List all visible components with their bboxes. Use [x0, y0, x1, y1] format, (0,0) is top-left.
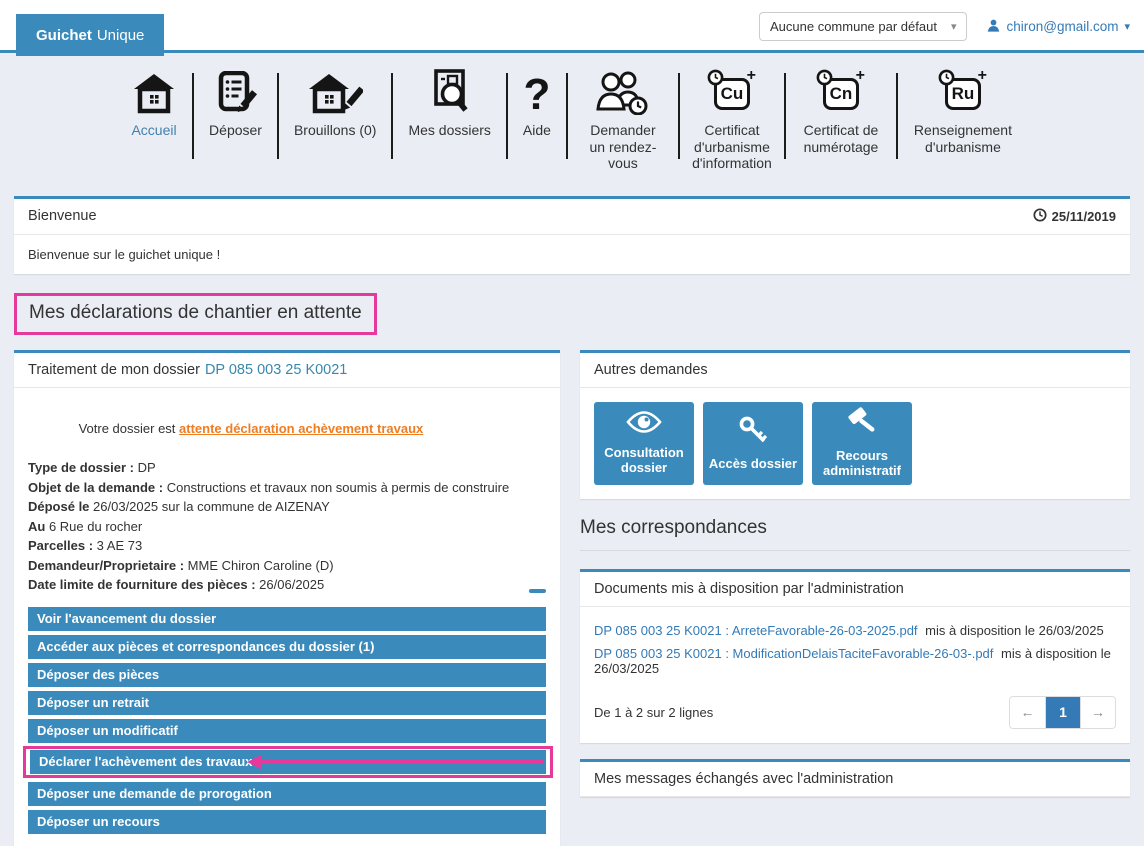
gavel-icon [846, 407, 878, 441]
document-row: DP 085 003 25 K0021 : ArreteFavorable-26… [594, 619, 1116, 642]
cu-badge-icon: Cu + [707, 67, 757, 115]
nav-label: Accueil [131, 122, 177, 138]
welcome-panel: Bienvenue 25/11/2019 Bienvenue sur le gu… [14, 195, 1130, 274]
action-deposer-pieces[interactable]: Déposer des pièces [28, 662, 546, 687]
document-link[interactable]: DP 085 003 25 K0021 : ModificationDelais… [594, 645, 994, 661]
annotation-highlight-box: Déclarer l'achèvement des travaux [23, 745, 553, 778]
user-email: chiron@gmail.com [1006, 19, 1119, 34]
dossier-header-prefix: Traitement de mon dossier [28, 361, 200, 378]
nav-divider [192, 73, 195, 159]
nav-divider [565, 73, 568, 159]
help-question-icon: ? [523, 70, 551, 120]
dossier-panel: Traitement de mon dossier DP 085 003 25 … [14, 349, 560, 846]
brand-bold: Guichet [36, 26, 92, 44]
pagination-next-button[interactable]: → [1080, 696, 1115, 728]
autres-demandes-title: Autres demandes [594, 361, 708, 378]
main-nav: Accueil Déposer Brouillons (0) [0, 53, 1144, 178]
nav-divider [391, 73, 394, 159]
dossier-actions: Voir l'avancement du dossier Accéder aux… [23, 606, 553, 834]
user-icon [987, 19, 1000, 35]
cn-badge-icon: Cn + [816, 67, 866, 115]
tile-acces-dossier[interactable]: Accès dossier [703, 401, 803, 485]
nav-label: Aide [522, 122, 551, 138]
nav-label: Mes dossiers [408, 122, 491, 138]
document-availability: mis à disposition le 26/03/2025 [594, 645, 1111, 676]
autres-demandes-panel: Autres demandes Consultation dossier Acc… [580, 349, 1130, 499]
tile-consultation-dossier[interactable]: Consultation dossier [594, 401, 694, 485]
nav-label: Renseignement d'urbanisme [913, 122, 1012, 155]
welcome-date: 25/11/2019 [1051, 208, 1116, 224]
nav-item-accueil[interactable]: Accueil [116, 67, 192, 139]
commune-select-value: Aucune commune par défaut [770, 19, 937, 34]
section-title-declarations-chantier: Mes déclarations de chantier en attente [14, 292, 377, 335]
correspondances-title: Mes correspondances [580, 517, 1130, 551]
annotation-arrow [260, 760, 543, 764]
action-demande-prorogation[interactable]: Déposer une demande de prorogation [28, 781, 546, 806]
nav-item-certificat-numerotage[interactable]: Cn + Certificat de numérotage [786, 67, 896, 155]
action-deposer-recours[interactable]: Déposer un recours [28, 809, 546, 834]
nav-label: Demander un rendez-vous [589, 122, 657, 172]
nav-label: Certificat de numérotage [803, 122, 879, 155]
document-availability: mis à disposition le 26/03/2025 [925, 622, 1104, 638]
clock-icon [1033, 207, 1047, 225]
pagination-page-1[interactable]: 1 [1045, 696, 1080, 728]
action-deposer-retrait[interactable]: Déposer un retrait [28, 690, 546, 715]
welcome-title: Bienvenue [28, 208, 97, 225]
documents-panel: Documents mis à disposition par l'admini… [580, 568, 1130, 743]
nav-item-renseignement-urbanisme[interactable]: Ru + Renseignement d'urbanisme [898, 67, 1028, 155]
deposit-form-icon [213, 67, 259, 115]
my-files-search-icon [427, 67, 473, 115]
ru-badge-icon: Ru + [938, 67, 988, 115]
nav-label: Déposer [209, 122, 262, 138]
nav-divider [895, 73, 898, 159]
dossier-status-link[interactable]: attente déclaration achèvement travaux [179, 421, 424, 437]
action-voir-avancement[interactable]: Voir l'avancement du dossier [28, 606, 546, 631]
dossier-number-link[interactable]: DP 085 003 25 K0021 [204, 361, 348, 378]
nav-item-aide[interactable]: ? Aide [508, 67, 566, 139]
caret-down-icon: ▾ [1124, 21, 1130, 33]
user-menu[interactable]: chiron@gmail.com ▾ [987, 19, 1130, 35]
appointment-people-clock-icon [595, 67, 651, 115]
drafts-house-pencil-icon [307, 67, 364, 115]
top-bar: Guichet Unique Aucune commune par défaut… [0, 0, 1144, 56]
messages-panel-title: Mes messages échangés avec l'administrat… [594, 770, 894, 787]
dossier-details: Votre dossier est attente déclaration ac… [28, 400, 546, 595]
nav-divider [783, 73, 786, 159]
welcome-message: Bienvenue sur le guichet unique ! [28, 246, 221, 262]
pagination-info: De 1 à 2 sur 2 lignes [594, 704, 714, 720]
annotation-arrow-head [247, 754, 261, 769]
dossier-status-prefix: Votre dossier est [78, 421, 180, 437]
nav-item-rendez-vous[interactable]: Demander un rendez-vous [568, 67, 678, 172]
nav-item-brouillons[interactable]: Brouillons (0) [279, 67, 391, 139]
messages-panel: Mes messages échangés avec l'administrat… [580, 758, 1130, 797]
pagination-prev-button[interactable]: ← [1010, 696, 1045, 728]
pagination: ← 1 → [1009, 695, 1116, 729]
nav-divider [677, 73, 680, 159]
nav-item-certificat-urbanisme[interactable]: Cu + Certificat d'urbanisme d'informatio… [680, 67, 784, 172]
brand-rest: Unique [96, 26, 145, 44]
caret-down-icon: ▾ [950, 21, 957, 33]
commune-default-select[interactable]: Aucune commune par défaut ▾ [759, 12, 968, 41]
document-link[interactable]: DP 085 003 25 K0021 : ArreteFavorable-26… [594, 622, 918, 638]
nav-label: Brouillons (0) [293, 122, 377, 138]
nav-item-mes-dossiers[interactable]: Mes dossiers [393, 67, 505, 139]
documents-panel-title: Documents mis à disposition par l'admini… [594, 580, 904, 597]
nav-item-deposer[interactable]: Déposer [194, 67, 277, 139]
action-deposer-modificatif[interactable]: Déposer un modificatif [28, 718, 546, 743]
nav-divider [505, 73, 508, 159]
brand-logo[interactable]: Guichet Unique [16, 14, 165, 56]
tile-recours-administratif[interactable]: Recours administratif [812, 401, 912, 485]
home-icon [131, 67, 177, 115]
action-acceder-pieces[interactable]: Accéder aux pièces et correspondances du… [28, 634, 546, 659]
document-row: DP 085 003 25 K0021 : ModificationDelais… [594, 642, 1116, 680]
nav-label: Certificat d'urbanisme d'information [692, 122, 772, 172]
key-icon [738, 415, 768, 449]
nav-divider [276, 73, 279, 159]
eye-icon [626, 410, 662, 438]
collapse-minus-icon[interactable] [529, 588, 546, 593]
